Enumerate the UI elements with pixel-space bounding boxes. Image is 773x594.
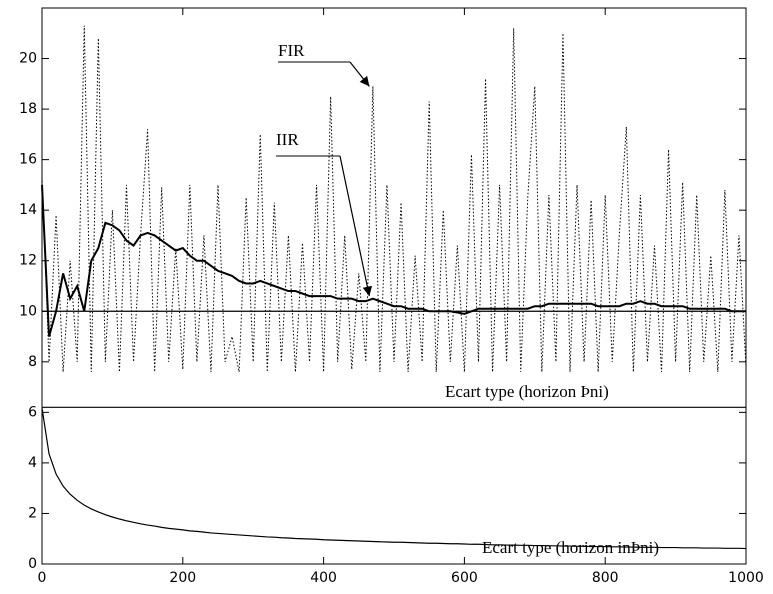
x-tick-label: 200: [169, 570, 196, 586]
y-tick-label: 8: [28, 354, 37, 370]
y-tick-label: 0: [28, 556, 37, 572]
annotation-arrow: [339, 155, 373, 297]
annotation-label: Ecart type (horizon Þni): [445, 382, 609, 401]
x-tick-label: 400: [310, 570, 337, 586]
plot-frame: [41, 7, 747, 565]
data-line: [41, 184, 746, 337]
y-tick-label: 20: [19, 51, 37, 67]
y-tick-label: 14: [19, 202, 37, 218]
x-tick-label: 600: [451, 570, 478, 586]
x-tick-label: 1000: [728, 570, 764, 586]
y-tick-label: 10: [19, 303, 37, 319]
annotation-arrow: [349, 61, 370, 87]
x-tick-label: 0: [38, 570, 47, 586]
y-tick-label: 4: [28, 455, 37, 471]
x-tick-label: 800: [592, 570, 619, 586]
annotation-label: FIR: [278, 41, 305, 60]
y-tick-label: 16: [19, 152, 37, 168]
y-tick-label: 6: [28, 404, 37, 420]
data-line: [41, 25, 747, 373]
y-tick-label: 12: [19, 253, 37, 269]
data-line: [41, 407, 747, 550]
annotation-label: Ecart type (horizon inÞni): [482, 538, 659, 557]
annotation-label: IIR: [276, 130, 299, 149]
y-tick-label: 18: [19, 101, 37, 117]
y-tick-label: 2: [28, 505, 37, 521]
